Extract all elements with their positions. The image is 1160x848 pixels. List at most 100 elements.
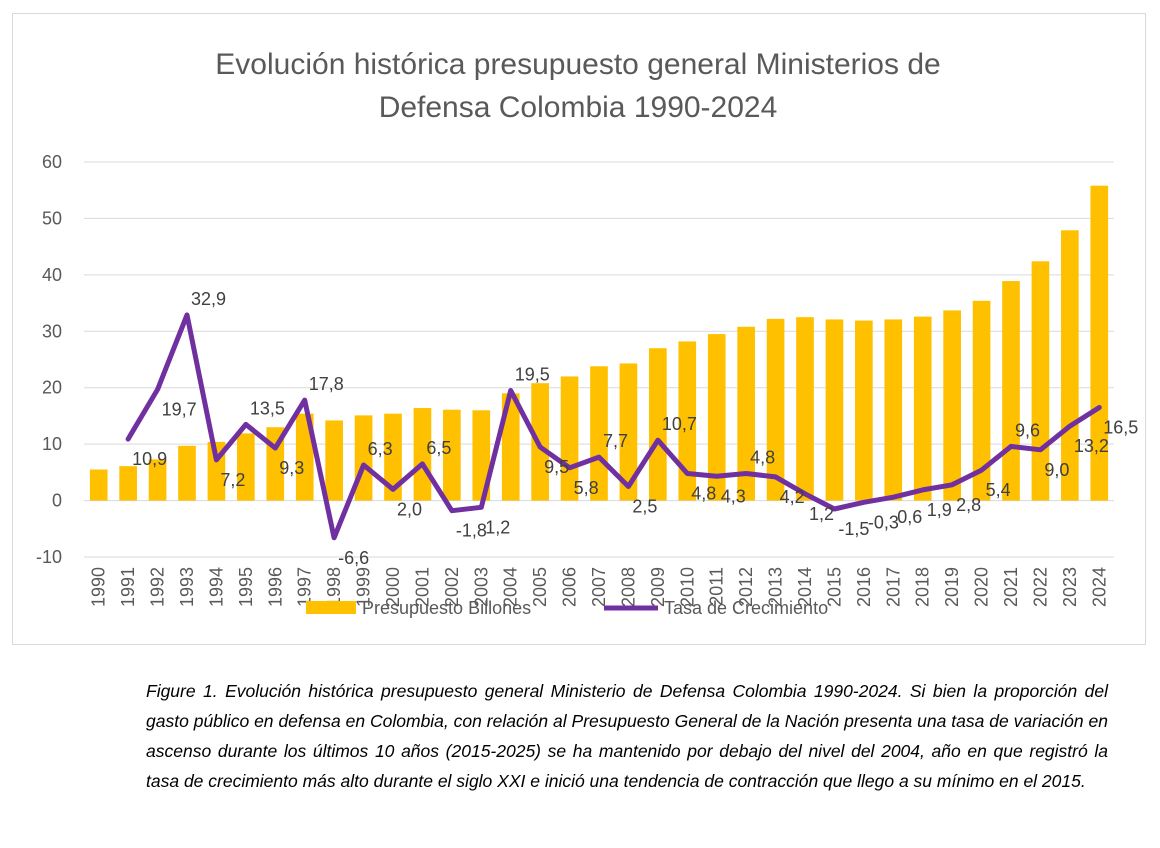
bar-series xyxy=(89,185,1109,501)
data-label: -0,3 xyxy=(868,512,899,532)
x-tick-label: 2023 xyxy=(1060,567,1080,607)
x-tick-label: 1996 xyxy=(265,567,285,607)
data-label: 7,7 xyxy=(603,431,628,451)
chart-title-line-2: Defensa Colombia 1990-2024 xyxy=(379,91,778,124)
y-tick-label: 10 xyxy=(42,434,62,454)
x-tick-label: 2024 xyxy=(1089,567,1109,607)
data-label: 7,2 xyxy=(220,470,245,490)
x-tick-label: 2022 xyxy=(1030,567,1050,607)
x-tick-label: 2018 xyxy=(913,567,933,607)
line-series xyxy=(125,312,1102,541)
data-label: 19,7 xyxy=(162,399,197,419)
bar xyxy=(913,316,932,501)
bar xyxy=(1061,230,1079,501)
bar xyxy=(443,409,461,501)
x-tick-label: 2009 xyxy=(648,567,668,607)
chart-title-line-1: Evolución histórica presupuesto general … xyxy=(215,48,940,81)
y-tick-label: 60 xyxy=(42,152,62,172)
bar xyxy=(884,319,903,501)
x-tick-label: 2013 xyxy=(766,567,786,607)
legend-swatch-bar xyxy=(306,601,356,614)
x-axis: 1990 1991 1992 1993 1994 1995 1996 1997 1998 1999… xyxy=(89,567,1110,607)
bar xyxy=(178,445,196,501)
bar xyxy=(89,469,108,501)
x-tick-label: 2010 xyxy=(677,567,697,607)
bar xyxy=(707,334,726,501)
data-label: 1,9 xyxy=(927,500,952,520)
bar xyxy=(295,413,314,501)
data-label: 6,3 xyxy=(368,439,393,459)
bar xyxy=(325,420,343,501)
data-label: 19,5 xyxy=(515,365,550,385)
data-label: 9,5 xyxy=(544,457,569,477)
chart: Evolución histórica presupuesto general … xyxy=(36,48,1138,618)
data-label: 2,0 xyxy=(397,499,422,519)
data-label: 2,5 xyxy=(632,496,657,516)
x-tick-label: 2007 xyxy=(589,567,609,607)
data-label: 0,6 xyxy=(897,507,922,527)
x-tick-label: 2020 xyxy=(972,567,992,607)
bar xyxy=(237,433,255,501)
y-tick-label: 0 xyxy=(52,491,62,511)
bar xyxy=(119,466,137,501)
x-tick-label: 2019 xyxy=(942,567,962,607)
x-tick-label: 1998 xyxy=(324,567,344,607)
y-tick-label: 40 xyxy=(42,265,62,285)
x-tick-label: 1995 xyxy=(236,567,256,607)
bar xyxy=(825,319,844,501)
x-tick-label: 2016 xyxy=(854,567,874,607)
x-tick-label: 1997 xyxy=(295,567,315,607)
bar xyxy=(766,318,785,501)
bar xyxy=(560,376,579,501)
x-tick-label: 2014 xyxy=(795,567,815,607)
x-tick-label: 1991 xyxy=(118,567,138,607)
y-tick-label: -10 xyxy=(36,547,62,567)
legend: Presupuesto Billones Tasa de Crecimiento xyxy=(306,598,828,618)
figure-caption: Figure 1. Evolución histórica presupuest… xyxy=(146,681,1108,791)
x-tick-label: 1993 xyxy=(177,567,197,607)
bar xyxy=(619,363,638,501)
x-tick-label: 2005 xyxy=(530,567,550,607)
y-axis: 60 50 40 30 20 10 0 -10 xyxy=(36,152,62,567)
data-label: 32,9 xyxy=(191,289,226,309)
x-tick-label: 2000 xyxy=(383,567,403,607)
data-label: 13,2 xyxy=(1074,436,1109,456)
data-label: 1,2 xyxy=(485,517,510,537)
data-label: 9,3 xyxy=(279,458,304,478)
x-tick-label: 1992 xyxy=(148,567,168,607)
data-label: 5,4 xyxy=(986,480,1011,500)
bar xyxy=(384,413,402,501)
bar xyxy=(1002,281,1020,501)
x-tick-label: 2004 xyxy=(501,567,521,607)
bar xyxy=(737,326,755,501)
bar xyxy=(590,366,608,501)
y-tick-label: 30 xyxy=(42,321,62,341)
x-tick-label: 1999 xyxy=(354,567,374,607)
data-label: 13,5 xyxy=(250,398,285,418)
data-label: -1,5 xyxy=(838,519,869,539)
x-tick-label: 2002 xyxy=(442,567,462,607)
x-tick-label: 2011 xyxy=(707,567,727,606)
data-label: 4,8 xyxy=(691,483,716,503)
y-tick-label: 50 xyxy=(42,208,62,228)
data-label: -1,8 xyxy=(456,521,487,541)
y-tick-label: 20 xyxy=(42,378,62,398)
x-tick-label: 2003 xyxy=(471,567,491,607)
bar xyxy=(472,410,491,501)
bar xyxy=(1090,185,1109,501)
bar xyxy=(501,393,520,501)
x-tick-label: 2021 xyxy=(1001,567,1021,607)
data-label: 9,6 xyxy=(1015,420,1040,440)
bar xyxy=(972,300,991,501)
bar xyxy=(413,408,432,501)
x-tick-label: 1994 xyxy=(206,567,226,607)
data-label: 16,5 xyxy=(1103,417,1138,437)
growth-rate-line xyxy=(125,312,1102,541)
x-tick-label: 2012 xyxy=(736,567,756,607)
data-label: 2,8 xyxy=(956,495,981,515)
data-label: 4,2 xyxy=(780,487,805,507)
data-label: 10,9 xyxy=(132,449,167,469)
x-tick-label: 2017 xyxy=(883,567,903,607)
x-tick-label: 2015 xyxy=(824,567,844,607)
bar xyxy=(855,320,873,501)
